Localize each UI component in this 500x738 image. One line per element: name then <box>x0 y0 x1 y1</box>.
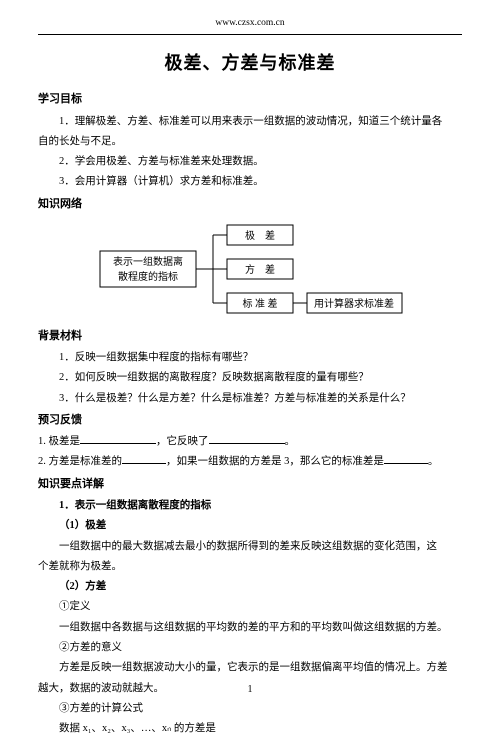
feedback-item-2: 2. 方差是标准差的 ，如果一组数据的方差是 3，那么它的标准差是 。 <box>38 453 462 470</box>
goal-item-1a: 1．理解极差、方差、标准差可以用来表示一组数据的波动情况，知道三个统计量各 <box>38 113 462 130</box>
details-meaning-label: ②方差的意义 <box>38 639 462 656</box>
diagram-left-line1: 表示一组数据离 <box>113 255 183 268</box>
diagram-box-1: 极 差 <box>245 229 275 242</box>
details-p1-text-b: 个差就称为极差。 <box>38 558 462 575</box>
blank <box>122 455 166 464</box>
feedback-2a: 2. 方差是标准差的 <box>38 456 122 467</box>
details-heading: 知识要点详解 <box>38 475 462 493</box>
details-s1-heading: 1．表示一组数据离散程度的指标 <box>38 497 462 514</box>
details-formula-label: ③方差的计算公式 <box>38 700 462 717</box>
details-def-label: ①定义 <box>38 598 462 615</box>
header-url: www.czsx.com.cn <box>38 16 462 32</box>
feedback-2c: 。 <box>428 456 439 467</box>
materials-heading: 背景材料 <box>38 327 462 345</box>
details-def-text: 一组数据中各数据与这组数据的平均数的差的平方和的平均数叫做这组数据的方差。 <box>38 619 462 636</box>
details-p1-text-a: 一组数据中的最大数据减去最小的数据所得到的差来反映这组数据的变化范围，这 <box>38 538 462 555</box>
details-p1-heading: （1）极差 <box>38 517 462 534</box>
feedback-2b: ，如果一组数据的方差是 3，那么它的标准差是 <box>166 456 384 467</box>
diagram-left-line2: 散程度的指标 <box>118 270 178 283</box>
goal-item-2: 2．学会用极差、方差与标准差来处理数据。 <box>38 153 462 170</box>
goal-item-3: 3．会用计算器（计算机）求方差和标准差。 <box>38 173 462 190</box>
material-item-1: 1．反映一组数据集中程度的指标有哪些？ <box>38 349 462 366</box>
page-number: 1 <box>0 682 500 699</box>
feedback-heading: 预习反馈 <box>38 411 462 429</box>
feedback-item-1: 1. 极差是 ，它反映了 。 <box>38 433 462 450</box>
page-title: 极差、方差与标准差 <box>38 49 462 79</box>
feedback-1a: 1. 极差是 <box>38 436 80 447</box>
network-diagram: 表示一组数据离 散程度的指标 极 差 方 差 标 准 差 用计算器求标准差 <box>38 223 462 315</box>
blank <box>384 455 428 464</box>
feedback-1c: 。 <box>285 436 296 447</box>
diagram-box-2: 方 差 <box>245 263 275 276</box>
details-meaning-text-a: 方差是反映一组数据波动大小的量，它表示的是一组数据偏离平均值的情况上。方差 <box>38 659 462 676</box>
network-heading: 知识网络 <box>38 195 462 213</box>
blank <box>80 435 156 444</box>
diagram-box-3: 标 准 差 <box>243 297 278 310</box>
feedback-1b: ，它反映了 <box>156 436 209 447</box>
blank <box>209 435 285 444</box>
material-item-2: 2．如何反映一组数据的离散程度？反映数据离散程度的量有哪些？ <box>38 369 462 386</box>
goal-item-1b: 自的长处与不足。 <box>38 133 462 150</box>
details-p2-heading: （2）方差 <box>38 578 462 595</box>
header-rule <box>38 34 462 35</box>
diagram-right-box: 用计算器求标准差 <box>314 297 394 310</box>
material-item-3: 3．什么是极差？什么是方差？什么是标准差？方差与标准差的关系是什么？ <box>38 390 462 407</box>
details-formula-text: 数据 x₁、x₂、x₃、…、xₙ 的方差是 <box>38 720 462 737</box>
goals-heading: 学习目标 <box>38 90 462 108</box>
